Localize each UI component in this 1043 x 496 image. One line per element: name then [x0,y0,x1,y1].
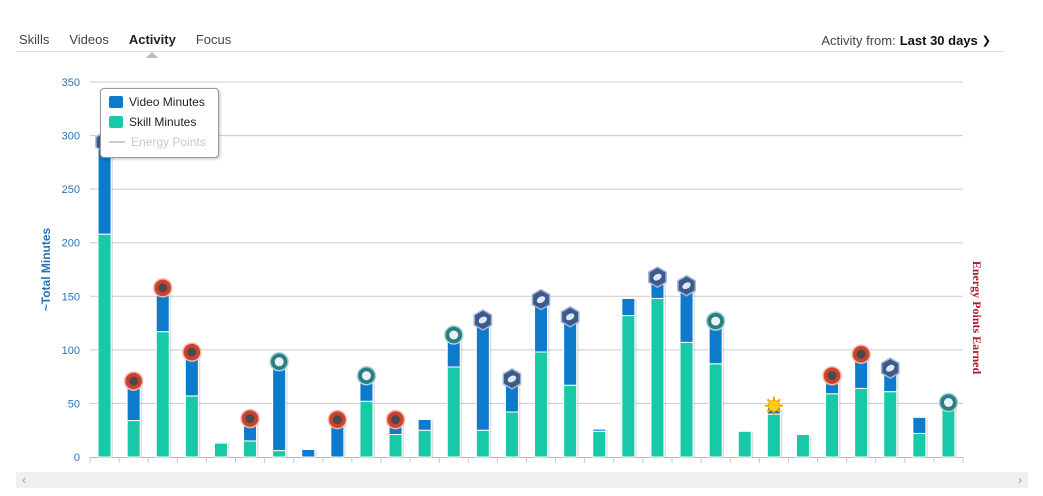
bar-skill-minutes [941,408,956,458]
bar-skill-minutes [388,434,403,458]
legend-line-energy [109,141,125,143]
horizontal-scrollbar[interactable]: ‹ › [16,472,1028,488]
bar-skill-minutes [650,297,665,458]
bar-video-minutes [912,416,927,434]
scroll-left-icon[interactable]: ‹ [22,473,26,487]
bar-skill-minutes [417,429,432,458]
legend-label-video: Video Minutes [129,95,205,109]
bar-skill-minutes [243,440,258,458]
bar-skill-minutes [854,387,869,458]
y-tick-label: 100 [62,345,80,357]
bar-video-minutes [301,449,316,458]
y-tick-label: 150 [62,291,80,303]
bar-skill-minutes [563,384,578,458]
bar-skill-minutes [592,430,607,458]
y-tick-label: 0 [74,452,80,464]
chevron-down-icon[interactable]: ❯ [981,35,991,47]
red-badge-emblem [158,283,168,293]
bar-skill-minutes [184,395,199,458]
y-tick-label: 200 [62,238,80,250]
bar-skill-minutes [504,411,519,458]
sun-badge-icon [767,399,780,412]
y-tick-label: 300 [62,131,80,143]
scroll-right-icon[interactable]: › [1018,473,1022,487]
tab-divider [16,51,1004,52]
bar-skill-minutes [795,434,810,458]
bar-skill-minutes [621,315,636,458]
red-badge-emblem [827,371,837,381]
red-badge-emblem [391,415,401,425]
tab-skills[interactable]: Skills [19,32,50,47]
activity-range: Activity from: Last 30 days ❯ [821,33,991,48]
hex-badge-emblem [682,282,691,290]
bar-skill-minutes [155,331,170,458]
bar-skill-minutes [766,413,781,458]
bar-skill-minutes [97,233,112,458]
bar-skill-minutes [708,363,723,458]
red-badge-emblem [856,349,866,359]
bar-skill-minutes [272,450,287,458]
bar-skill-minutes [737,430,752,458]
legend-swatch-video [109,96,123,108]
bar-skill-minutes [534,351,549,458]
hex-badge-emblem [565,313,575,321]
red-badge-emblem [187,347,197,357]
chart-legend: Video Minutes Skill Minutes Energy Point… [100,88,219,158]
legend-item-energy[interactable]: Energy Points [109,135,206,149]
tab-focus[interactable]: Focus [195,32,232,47]
bar-video-minutes [563,318,578,386]
y2-axis-title: Energy Points Earned [970,261,984,375]
y-axis-title: ~Total Minutes [39,227,53,311]
bar-video-minutes [213,441,228,444]
activity-range-select[interactable]: Last 30 days [899,33,978,48]
legend-label-skill: Skill Minutes [129,115,197,129]
bar-skill-minutes [475,429,490,458]
teal-badge-emblem [274,357,284,367]
bar-skill-minutes [825,393,840,458]
hex-badge-emblem [886,364,895,372]
bar-skill-minutes [679,341,694,458]
hex-badge-emblem [653,273,662,281]
teal-badge-emblem [711,316,721,326]
legend-item-skill[interactable]: Skill Minutes [109,115,196,129]
legend-label-energy: Energy Points [131,135,206,149]
red-badge-emblem [245,414,255,424]
tab-activity[interactable]: Activity [128,32,176,58]
activity-from-label: Activity from: [821,33,896,48]
bar-video-minutes [417,419,432,431]
bar-skill-minutes [446,366,461,458]
bar-skill-minutes [126,420,141,458]
bar-video-minutes [592,428,607,432]
teal-badge-emblem [361,371,371,381]
y-tick-label: 350 [62,77,80,89]
legend-swatch-skill [109,116,123,128]
bar-skill-minutes [883,391,898,458]
bar-skill-minutes [912,432,927,458]
red-badge-emblem [332,415,342,425]
y-tick-label: 250 [62,184,80,196]
y-tick-label: 50 [68,398,80,410]
tab-videos[interactable]: Videos [69,32,109,47]
hex-badge-emblem [507,375,517,383]
legend-item-video[interactable]: Video Minutes [109,95,205,109]
bar-video-minutes [475,321,490,431]
red-badge-emblem [129,376,139,386]
tab-bar: Skills Videos Activity Focus [19,32,232,58]
bar-skill-minutes [359,400,374,458]
bar-skill-minutes [213,442,228,458]
teal-badge-emblem [449,330,459,340]
activity-chart: 0 50 100 150 200 250 300 350 ~Total Minutes Energ… [39,77,984,464]
teal-badge-emblem [943,398,953,407]
bar-video-minutes [621,297,636,317]
hex-badge-emblem [536,296,546,304]
hex-badge-emblem [478,316,488,324]
bar-video-minutes [272,363,287,452]
